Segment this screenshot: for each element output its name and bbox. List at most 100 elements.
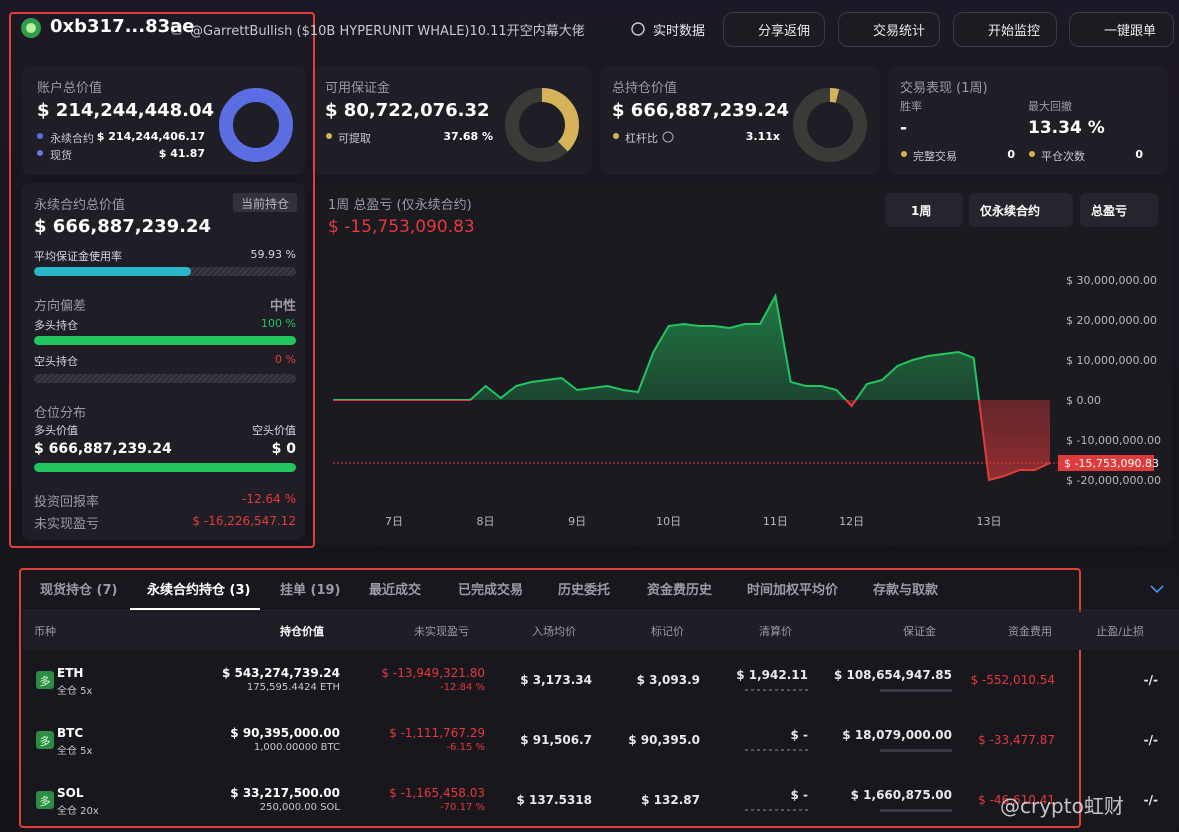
- header-button[interactable]: [1069, 12, 1174, 47]
- margin: $ 18,079,000.00: [842, 728, 952, 742]
- pnl: $ -1,165,458.03: [389, 786, 485, 800]
- row-label: 完整交易: [913, 150, 957, 163]
- tab[interactable]: 资金费历史: [647, 583, 713, 598]
- y-tick-label: $ -10,000,000.00: [1066, 434, 1161, 447]
- position-value: $ 543,274,739.24: [221, 666, 340, 680]
- column-header: 清算价: [759, 625, 792, 638]
- x-tick-label: 7日: [385, 515, 403, 528]
- long-value: $ 666,887,239.24: [34, 441, 172, 457]
- dropdown[interactable]: [1080, 193, 1158, 227]
- header-button[interactable]: [838, 12, 940, 47]
- mode: 全仓 5x: [57, 746, 93, 757]
- stat-value: $ -16,226,547.12: [192, 514, 296, 528]
- row-value: $ 41.87: [158, 147, 205, 160]
- marker-label: $ -15,753,090.83: [1064, 457, 1159, 470]
- avatar: [26, 23, 36, 33]
- legend-dot: [613, 133, 619, 139]
- help-icon: [662, 131, 674, 143]
- row-label: 可提取: [338, 132, 371, 145]
- margin-track: [880, 809, 952, 812]
- row-label: 现货: [50, 149, 72, 162]
- mode: 全仓 20x: [57, 806, 99, 817]
- chart-subtitle: $ -15,753,090.83: [328, 217, 475, 237]
- dropdown[interactable]: [885, 193, 963, 227]
- y-tick-label: $ 10,000,000.00: [1066, 354, 1157, 367]
- tab[interactable]: 时间加权平均价: [747, 583, 839, 598]
- button-label: 实时数据: [653, 24, 706, 39]
- card-title: 总持仓价值: [612, 81, 678, 96]
- tab[interactable]: 挂单 (19): [280, 583, 341, 598]
- panel-value: $ 666,887,239.24: [34, 216, 212, 237]
- stat-value: -12.64 %: [242, 492, 296, 506]
- liq-track: [745, 809, 808, 811]
- card-value: $ 214,244,448.04: [37, 100, 215, 121]
- x-tick-label: 12日: [839, 515, 864, 528]
- tpsl: -/-: [1143, 733, 1158, 747]
- performance-card: [888, 66, 1168, 175]
- stat-value: 13.34 %: [1028, 118, 1105, 138]
- funding: $ -33,477.87: [978, 733, 1055, 747]
- chart-title: 1周 总盈亏 (仅永续合约): [328, 198, 472, 213]
- tpsl: -/-: [1143, 673, 1158, 687]
- button-label: 一键跟单: [1104, 24, 1157, 39]
- line-positive: [333, 293, 980, 400]
- y-tick-label: $ -20,000,000.00: [1066, 474, 1161, 487]
- tab-underline: [130, 608, 260, 610]
- dropdown[interactable]: [969, 193, 1073, 227]
- tab[interactable]: 已完成交易: [458, 583, 524, 598]
- tab-divider: [22, 610, 1179, 611]
- tab[interactable]: 现货持仓 (7): [40, 583, 118, 598]
- column-header: 保证金: [903, 625, 936, 638]
- margin-track: [880, 689, 952, 692]
- column-header: 币种: [34, 625, 56, 638]
- tab[interactable]: 最近成交: [369, 583, 422, 598]
- funding: $ -46,610.41: [978, 793, 1055, 807]
- stat-label: 胜率: [900, 100, 922, 113]
- mark-price: $ 132.87: [641, 793, 700, 807]
- pnl-pct: -70.17 %: [440, 802, 485, 813]
- position-value: $ 33,217,500.00: [230, 786, 340, 800]
- side-label: 多: [39, 735, 51, 748]
- legend-dot: [37, 150, 43, 156]
- y-tick-label: $ 30,000,000.00: [1066, 274, 1157, 287]
- liq-track: [745, 689, 808, 691]
- card-title: 可用保证金: [325, 81, 391, 96]
- bar-fill: [34, 336, 296, 345]
- x-tick-label: 8日: [477, 515, 495, 528]
- tab[interactable]: 存款与取款: [873, 583, 939, 598]
- row-value: 0: [1007, 148, 1015, 161]
- legend-dot: [326, 133, 332, 139]
- tab[interactable]: 永续合约持仓 (3): [147, 583, 251, 598]
- legend-dot: [901, 151, 907, 157]
- pnl: $ -1,111,767.29: [389, 726, 485, 740]
- row-value: 37.68 %: [443, 130, 493, 143]
- side-label: 多: [39, 675, 51, 688]
- address: 0xb317...83ae: [50, 16, 195, 37]
- button-label: 开始监控: [988, 24, 1041, 39]
- copy-icon[interactable]: [171, 23, 182, 35]
- expand-icon[interactable]: [1150, 585, 1164, 594]
- row-value: $ 214,244,406.17: [96, 130, 205, 143]
- bar-value: 0 %: [275, 353, 296, 366]
- coin: SOL: [57, 786, 84, 800]
- header-button[interactable]: [723, 12, 825, 47]
- badge-label: 当前持仓: [240, 197, 290, 211]
- mark-price: $ 90,395.0: [628, 733, 700, 747]
- watermark: @crypto虹财: [1000, 794, 1124, 818]
- header-button[interactable]: [953, 12, 1057, 47]
- tab[interactable]: 历史委托: [558, 583, 611, 598]
- note: @GarrettBullish ($10B HYPERUNIT WHALE)10…: [190, 24, 585, 39]
- stat-value: -: [900, 118, 908, 138]
- stat-label: 未实现盈亏: [34, 517, 100, 532]
- card-value: $ 666,887,239.24: [612, 100, 790, 121]
- bias-value: 中性: [269, 299, 296, 314]
- margin-track: [880, 749, 952, 752]
- funding: $ -552,010.54: [970, 673, 1056, 687]
- donut-arc: [793, 88, 867, 162]
- x-tick-label: 10日: [656, 515, 681, 528]
- short-value: $ 0: [271, 441, 296, 457]
- button-label: 分享返佣: [758, 24, 811, 39]
- x-tick-label: 11日: [763, 515, 788, 528]
